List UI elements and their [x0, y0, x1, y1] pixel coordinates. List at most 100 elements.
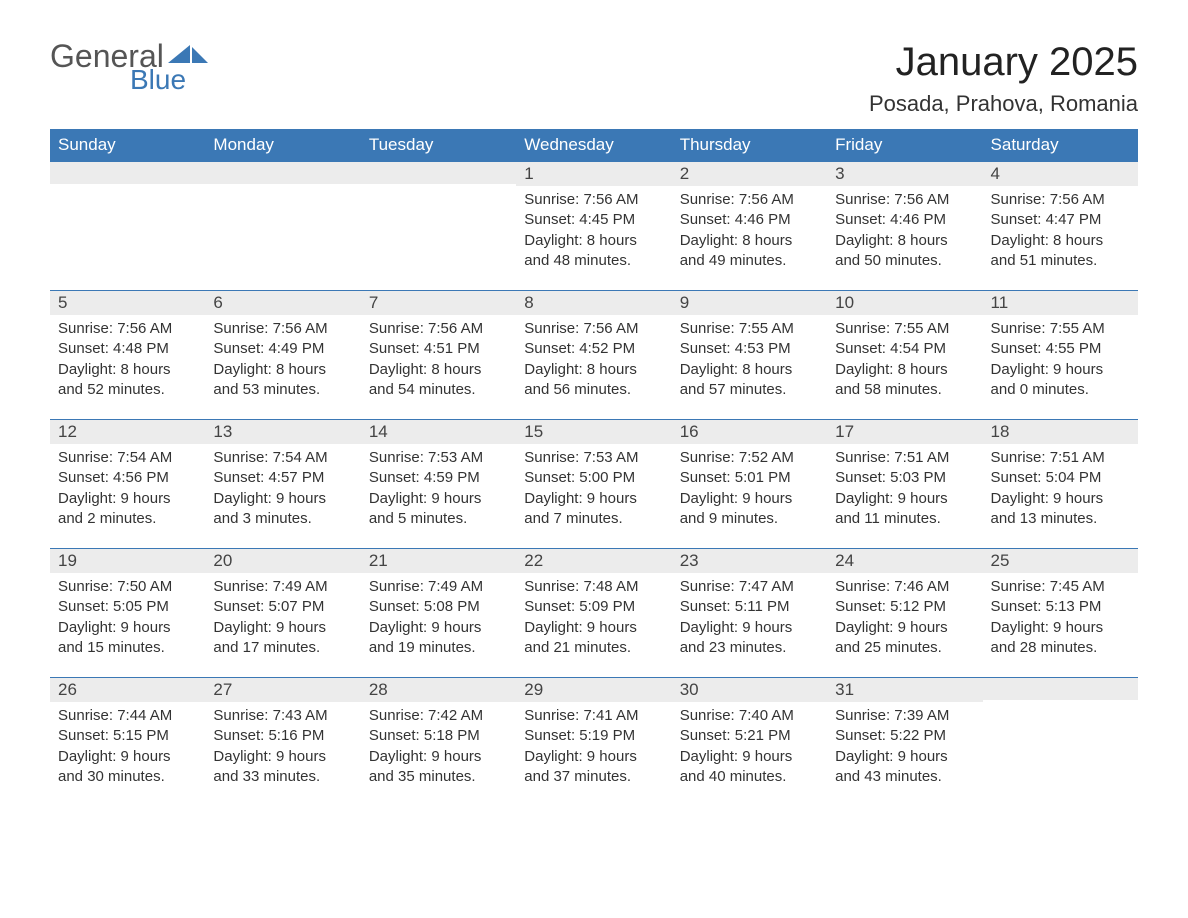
day-cell: 16Sunrise: 7:52 AMSunset: 5:01 PMDayligh…: [672, 420, 827, 549]
day-content: Sunrise: 7:52 AMSunset: 5:01 PMDaylight:…: [672, 444, 827, 537]
day-content: Sunrise: 7:43 AMSunset: 5:16 PMDaylight:…: [205, 702, 360, 795]
day-cell: 5Sunrise: 7:56 AMSunset: 4:48 PMDaylight…: [50, 291, 205, 420]
day-number: 9: [672, 291, 827, 315]
day-line: Sunrise: 7:56 AM: [58, 319, 197, 339]
day-number: 27: [205, 678, 360, 702]
day-cell: [983, 678, 1138, 807]
day-content: Sunrise: 7:44 AMSunset: 5:15 PMDaylight:…: [50, 702, 205, 795]
day-number: 8: [516, 291, 671, 315]
day-cell: 3Sunrise: 7:56 AMSunset: 4:46 PMDaylight…: [827, 162, 982, 291]
day-content: Sunrise: 7:56 AMSunset: 4:46 PMDaylight:…: [827, 186, 982, 279]
day-line: Daylight: 9 hours: [58, 747, 197, 767]
day-number: 23: [672, 549, 827, 573]
day-cell: 21Sunrise: 7:49 AMSunset: 5:08 PMDayligh…: [361, 549, 516, 678]
day-line: Sunrise: 7:55 AM: [991, 319, 1130, 339]
day-cell: 20Sunrise: 7:49 AMSunset: 5:07 PMDayligh…: [205, 549, 360, 678]
day-cell: [50, 162, 205, 291]
day-number: 25: [983, 549, 1138, 573]
location: Posada, Prahova, Romania: [869, 91, 1138, 117]
day-cell: 22Sunrise: 7:48 AMSunset: 5:09 PMDayligh…: [516, 549, 671, 678]
day-line: Sunset: 5:11 PM: [680, 597, 819, 617]
day-line: Sunset: 4:55 PM: [991, 339, 1130, 359]
day-number: 7: [361, 291, 516, 315]
day-content: Sunrise: 7:51 AMSunset: 5:04 PMDaylight:…: [983, 444, 1138, 537]
day-cell: 4Sunrise: 7:56 AMSunset: 4:47 PMDaylight…: [983, 162, 1138, 291]
day-number: 12: [50, 420, 205, 444]
day-line: Sunrise: 7:51 AM: [991, 448, 1130, 468]
day-cell: 11Sunrise: 7:55 AMSunset: 4:55 PMDayligh…: [983, 291, 1138, 420]
day-line: Daylight: 8 hours: [524, 231, 663, 251]
day-line: Sunrise: 7:56 AM: [213, 319, 352, 339]
day-cell: 28Sunrise: 7:42 AMSunset: 5:18 PMDayligh…: [361, 678, 516, 807]
day-line: Sunrise: 7:47 AM: [680, 577, 819, 597]
day-line: Sunrise: 7:52 AM: [680, 448, 819, 468]
day-line: Sunset: 4:57 PM: [213, 468, 352, 488]
day-number-empty: [205, 162, 360, 184]
day-line: Sunrise: 7:56 AM: [524, 319, 663, 339]
day-cell: 31Sunrise: 7:39 AMSunset: 5:22 PMDayligh…: [827, 678, 982, 807]
day-line: Sunset: 5:19 PM: [524, 726, 663, 746]
day-line: Sunset: 5:01 PM: [680, 468, 819, 488]
day-line: and 49 minutes.: [680, 251, 819, 271]
day-line: and 17 minutes.: [213, 638, 352, 658]
day-line: Daylight: 8 hours: [213, 360, 352, 380]
day-line: Sunrise: 7:42 AM: [369, 706, 508, 726]
day-content: Sunrise: 7:45 AMSunset: 5:13 PMDaylight:…: [983, 573, 1138, 666]
day-number: 15: [516, 420, 671, 444]
day-line: and 33 minutes.: [213, 767, 352, 787]
day-cell: 2Sunrise: 7:56 AMSunset: 4:46 PMDaylight…: [672, 162, 827, 291]
day-content: Sunrise: 7:56 AMSunset: 4:45 PMDaylight:…: [516, 186, 671, 279]
day-line: Sunrise: 7:49 AM: [213, 577, 352, 597]
day-line: Sunrise: 7:41 AM: [524, 706, 663, 726]
day-cell: 9Sunrise: 7:55 AMSunset: 4:53 PMDaylight…: [672, 291, 827, 420]
day-line: Daylight: 8 hours: [369, 360, 508, 380]
day-cell: 14Sunrise: 7:53 AMSunset: 4:59 PMDayligh…: [361, 420, 516, 549]
day-line: and 5 minutes.: [369, 509, 508, 529]
day-line: Daylight: 9 hours: [213, 489, 352, 509]
day-line: Daylight: 9 hours: [680, 747, 819, 767]
day-content: Sunrise: 7:56 AMSunset: 4:52 PMDaylight:…: [516, 315, 671, 408]
day-line: Sunset: 4:56 PM: [58, 468, 197, 488]
day-line: Daylight: 9 hours: [213, 747, 352, 767]
day-line: Sunrise: 7:56 AM: [835, 190, 974, 210]
day-number: 31: [827, 678, 982, 702]
day-line: Daylight: 8 hours: [991, 231, 1130, 251]
day-cell: 26Sunrise: 7:44 AMSunset: 5:15 PMDayligh…: [50, 678, 205, 807]
day-cell: 10Sunrise: 7:55 AMSunset: 4:54 PMDayligh…: [827, 291, 982, 420]
day-number: 28: [361, 678, 516, 702]
day-content: Sunrise: 7:56 AMSunset: 4:46 PMDaylight:…: [672, 186, 827, 279]
day-line: and 40 minutes.: [680, 767, 819, 787]
day-line: and 9 minutes.: [680, 509, 819, 529]
logo-text-blue: Blue: [130, 66, 208, 94]
day-content: Sunrise: 7:53 AMSunset: 4:59 PMDaylight:…: [361, 444, 516, 537]
day-number-empty: [983, 678, 1138, 700]
day-line: Sunrise: 7:54 AM: [58, 448, 197, 468]
day-line: Sunset: 5:16 PM: [213, 726, 352, 746]
day-line: Sunset: 5:15 PM: [58, 726, 197, 746]
day-number: 29: [516, 678, 671, 702]
day-line: and 35 minutes.: [369, 767, 508, 787]
day-number: 26: [50, 678, 205, 702]
day-content: Sunrise: 7:53 AMSunset: 5:00 PMDaylight:…: [516, 444, 671, 537]
day-line: Sunrise: 7:43 AM: [213, 706, 352, 726]
day-number: 1: [516, 162, 671, 186]
day-line: Sunset: 4:59 PM: [369, 468, 508, 488]
day-line: Daylight: 8 hours: [58, 360, 197, 380]
day-line: Sunset: 5:18 PM: [369, 726, 508, 746]
day-line: Sunrise: 7:46 AM: [835, 577, 974, 597]
day-content: Sunrise: 7:56 AMSunset: 4:51 PMDaylight:…: [361, 315, 516, 408]
day-line: Sunrise: 7:39 AM: [835, 706, 974, 726]
day-line: Sunset: 5:04 PM: [991, 468, 1130, 488]
day-content: Sunrise: 7:49 AMSunset: 5:08 PMDaylight:…: [361, 573, 516, 666]
day-line: Sunrise: 7:40 AM: [680, 706, 819, 726]
day-number: 16: [672, 420, 827, 444]
page-header: General Blue January 2025 Posada, Prahov…: [50, 40, 1138, 117]
day-line: Sunset: 4:49 PM: [213, 339, 352, 359]
day-line: Sunset: 5:13 PM: [991, 597, 1130, 617]
day-number: 18: [983, 420, 1138, 444]
day-number: 10: [827, 291, 982, 315]
day-line: Daylight: 8 hours: [680, 231, 819, 251]
day-line: and 51 minutes.: [991, 251, 1130, 271]
day-cell: 19Sunrise: 7:50 AMSunset: 5:05 PMDayligh…: [50, 549, 205, 678]
day-content: Sunrise: 7:40 AMSunset: 5:21 PMDaylight:…: [672, 702, 827, 795]
